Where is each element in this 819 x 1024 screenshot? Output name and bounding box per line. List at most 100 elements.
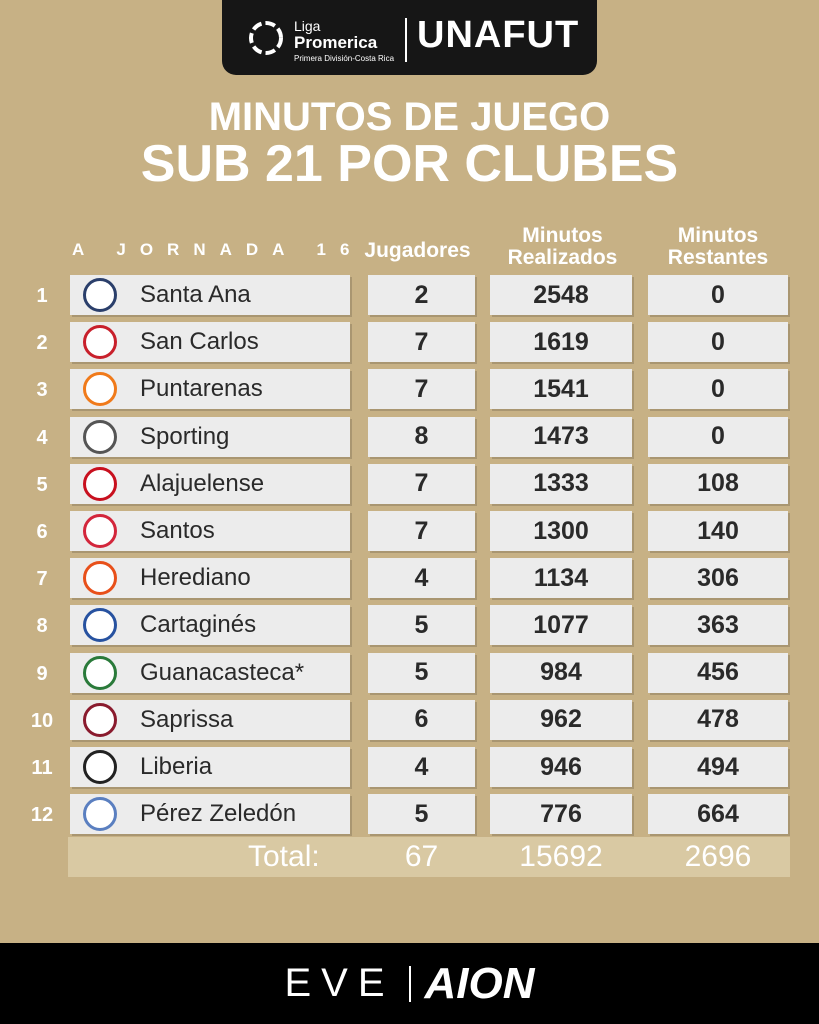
players: 2 (368, 275, 475, 315)
logo-cell (70, 747, 130, 787)
players: 7 (368, 322, 475, 363)
rank: 9 (36, 662, 48, 685)
club-logo (83, 466, 117, 501)
header-tab: Liga Promerica Primera División-Costa Ri… (222, 0, 597, 75)
players: 7 (368, 511, 475, 551)
rank: 1 (36, 285, 48, 307)
logo-cell (70, 463, 130, 504)
minutes-remaining: 306 (648, 558, 788, 599)
minutes-remaining: 456 (648, 652, 788, 693)
liga-logo (249, 21, 283, 55)
total-bar: Total: 67 15692 2696 (68, 837, 790, 877)
club-logo (83, 750, 117, 784)
column-header: Jugadores (364, 239, 471, 262)
club-logo (83, 278, 117, 312)
logo-cell (70, 794, 130, 835)
brand-aion: AION (424, 958, 535, 1008)
rank: 4 (36, 426, 48, 449)
logo-cell (70, 652, 130, 693)
minutes-played: 1300 (490, 511, 632, 551)
club-name: Alajuelense (130, 463, 350, 504)
minutes-remaining: 0 (648, 369, 788, 410)
minutes-played: 984 (490, 652, 632, 693)
minutes-played: 1333 (490, 463, 632, 504)
rank: 11 (31, 757, 53, 779)
rank: 8 (36, 615, 48, 638)
minutes-played: 1619 (490, 322, 632, 363)
club-logo (83, 797, 117, 832)
rank: 3 (36, 379, 48, 402)
players: 7 (368, 463, 475, 504)
rank: 7 (36, 568, 48, 591)
rank: 5 (36, 473, 48, 496)
club-logo (83, 702, 117, 737)
minutes-remaining: 108 (648, 463, 788, 504)
rank: 2 (36, 332, 48, 355)
minutes-remaining: 0 (648, 322, 788, 363)
divider (405, 18, 407, 62)
club-name: Saprissa (130, 699, 350, 740)
minutes-played: 1473 (490, 416, 632, 457)
logo-cell (70, 275, 130, 315)
club-name: Liberia (130, 747, 350, 787)
players: 4 (368, 747, 475, 787)
minutes-remaining: 0 (648, 275, 788, 315)
logo-cell (70, 558, 130, 599)
title-line-2: SUB 21 POR CLUBES (140, 135, 679, 193)
club-name: Sporting (130, 416, 350, 457)
players: 5 (368, 605, 475, 646)
minutes-remaining: 478 (648, 699, 788, 740)
club-logo (83, 372, 117, 407)
club-name: Santos (130, 511, 350, 551)
minutes-played: 1134 (490, 558, 632, 599)
logo-cell (70, 369, 130, 410)
players: 7 (368, 369, 475, 410)
total-value: 15692 (519, 840, 603, 873)
minutes-remaining: 363 (648, 605, 788, 646)
minutes-remaining: 664 (648, 794, 788, 835)
minutes-remaining: 0 (648, 416, 788, 457)
column-header: Minutos Realizados (507, 224, 618, 269)
minutes-played: 776 (490, 794, 632, 835)
club-logo (83, 608, 117, 643)
title-line-1: MINUTOS DE JUEGO (208, 95, 611, 139)
column-header: Minutos Restantes (667, 224, 769, 269)
club-logo (83, 655, 117, 690)
logo-cell (70, 416, 130, 457)
total-value: 2696 (684, 840, 752, 873)
minutes-played: 946 (490, 747, 632, 787)
club-name: Herediano (130, 558, 350, 599)
players: 6 (368, 699, 475, 740)
tagline: Primera División-Costa Rica (294, 54, 395, 63)
logo-cell (70, 511, 130, 551)
logo-cell (70, 605, 130, 646)
club-logo (83, 419, 117, 454)
club-name: Santa Ana (130, 275, 350, 315)
club-logo (83, 514, 117, 548)
minutes-played: 962 (490, 699, 632, 740)
club-name: Guanacasteca* (130, 652, 350, 693)
club-logo (83, 561, 117, 596)
club-name: Cartaginés (130, 605, 350, 646)
footer: EVE AION (0, 943, 819, 1024)
minutes-played: 1541 (490, 369, 632, 410)
rank: 10 (30, 709, 54, 732)
promerica-text: Promerica (294, 33, 378, 52)
subtitle: A JORNADA 16 (72, 240, 364, 259)
club-name: Puntarenas (130, 369, 350, 410)
players: 4 (368, 558, 475, 599)
club-name: Pérez Zeledón (130, 794, 350, 835)
total-value: 67 (404, 840, 439, 873)
liga-text: Liga (294, 18, 321, 34)
minutes-remaining: 140 (648, 511, 788, 551)
minutes-played: 1077 (490, 605, 632, 646)
logo-cell (70, 322, 130, 363)
club-name: San Carlos (130, 322, 350, 363)
brand-eve: EVE (284, 961, 395, 1005)
rank: 12 (30, 804, 54, 827)
club-logo (83, 325, 117, 360)
players: 8 (368, 416, 475, 457)
rank: 6 (36, 521, 48, 543)
divider (408, 965, 411, 1002)
